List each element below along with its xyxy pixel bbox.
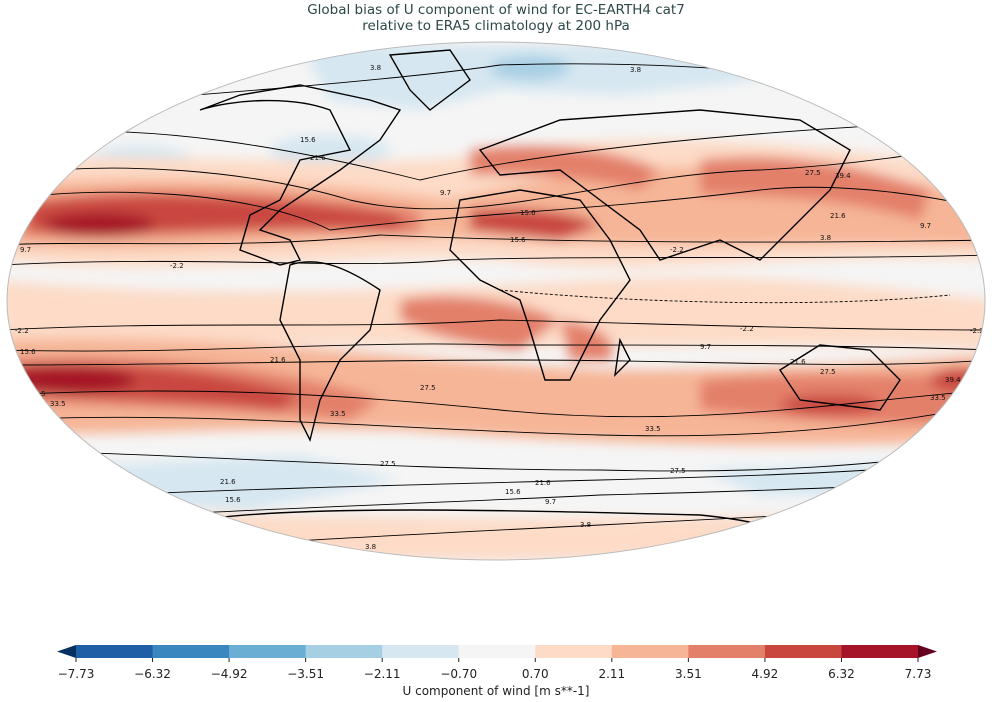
colorbar-segment <box>764 645 842 658</box>
colorbar-segment <box>382 645 460 658</box>
map-border <box>6 41 986 561</box>
colorbar-tick-label: 3.51 <box>675 667 702 681</box>
colorbar-segment <box>535 645 613 658</box>
contour-label: 33.5 <box>645 425 661 433</box>
colorbar-segment <box>152 645 230 658</box>
colorbar-tick-label: −0.70 <box>440 667 478 681</box>
contour-label: 3.8 <box>370 64 381 72</box>
contour-label: 39.4 <box>835 172 851 180</box>
colorbar-segment <box>76 645 154 658</box>
contour-label: 33.5 <box>50 400 66 408</box>
colorbar-extend-high <box>918 645 937 658</box>
contour-label: 27.5 <box>805 169 821 177</box>
contour-label: 3.8 <box>880 119 891 127</box>
colorbar-segment <box>841 645 919 658</box>
contour-label: 21.6 <box>310 154 326 162</box>
contour-label: 21.6 <box>270 356 286 364</box>
contour-label: 9.7 <box>700 343 711 351</box>
contour-label: 9.7 <box>920 222 931 230</box>
contour-label: -2.2 <box>670 246 684 254</box>
contour-label: 9.7 <box>545 498 556 506</box>
contour-label: 9.7 <box>20 246 31 254</box>
contour-label: 21.6 <box>830 212 846 220</box>
colorbar-tick-label: −6.32 <box>134 667 171 681</box>
colorbar-tick-label: −3.51 <box>287 667 325 681</box>
contour-label: 21.6 <box>220 478 236 486</box>
colorbar-segment <box>305 645 383 658</box>
colorbar-segment <box>611 645 689 658</box>
contour-label: 9.7 <box>440 189 451 197</box>
contour-label: 33.5 <box>930 394 946 402</box>
map: 15.6 3.8 3.8 15.6 15.6 21.6 21.6 9.7 15.… <box>6 41 986 561</box>
contour-label: 15.6 <box>505 488 521 496</box>
title-line-1: Global bias of U component of wind for E… <box>307 2 685 18</box>
colorbar-tick-label: −4.92 <box>210 667 248 681</box>
colorbar-extend-low <box>57 645 76 658</box>
contour-label: -2.2 <box>170 262 184 270</box>
colorbar-label: U component of wind [m s**-1] <box>402 684 590 698</box>
colorbar-tick-label: 2.11 <box>598 667 626 681</box>
contour-label: 3.8 <box>580 521 591 529</box>
contour-label: 3.8 <box>630 66 641 74</box>
contour-label: 15.6 <box>510 236 526 244</box>
contour-label: 15.6 <box>20 348 36 356</box>
colorbar-tick-label: 4.92 <box>751 667 779 681</box>
colorbar-tick-label: 6.32 <box>828 667 855 681</box>
contour-label: 15.6 <box>300 136 316 144</box>
contour-label: 33.5 <box>330 410 346 418</box>
contour-label: 3.8 <box>365 543 376 551</box>
contour-label: 3.8 <box>820 234 831 242</box>
contour-label: 15.6 <box>60 139 76 147</box>
contour-label: -2.2 <box>15 327 29 335</box>
colorbar-segment <box>229 645 307 658</box>
contour-label: -2.2 <box>970 327 984 335</box>
contour-label: 15.6 <box>920 142 936 150</box>
contour-label: -2.2 <box>740 325 754 333</box>
contour-label: 21.6 <box>40 418 56 426</box>
colorbar-tick-label: −2.11 <box>363 667 401 681</box>
contour-label: 15.6 <box>120 116 136 124</box>
contour-label: 27.5 <box>670 467 686 475</box>
contour-label: 15.6 <box>520 209 536 217</box>
colorbar-tick-label: 7.73 <box>904 667 932 681</box>
contour-label: 27.5 <box>380 460 396 468</box>
colorbar-segment <box>688 645 766 658</box>
contour-label: 15.6 <box>225 496 241 504</box>
contour-label: 39.4 <box>945 376 961 384</box>
contour-label: 21.6 <box>790 358 806 366</box>
colorbar-tick-label: −7.73 <box>57 667 95 681</box>
contour-label: 21.6 <box>535 479 551 487</box>
title-line-2: relative to ERA5 climatology at 200 hPa <box>362 18 630 34</box>
contour-label: 27.5 <box>820 368 836 376</box>
contour-label: 21.6 <box>30 184 46 192</box>
colorbar-segment <box>458 645 536 658</box>
colorbar-tick-label: 0.70 <box>521 667 549 681</box>
contour-label: 27.5 <box>420 384 436 392</box>
